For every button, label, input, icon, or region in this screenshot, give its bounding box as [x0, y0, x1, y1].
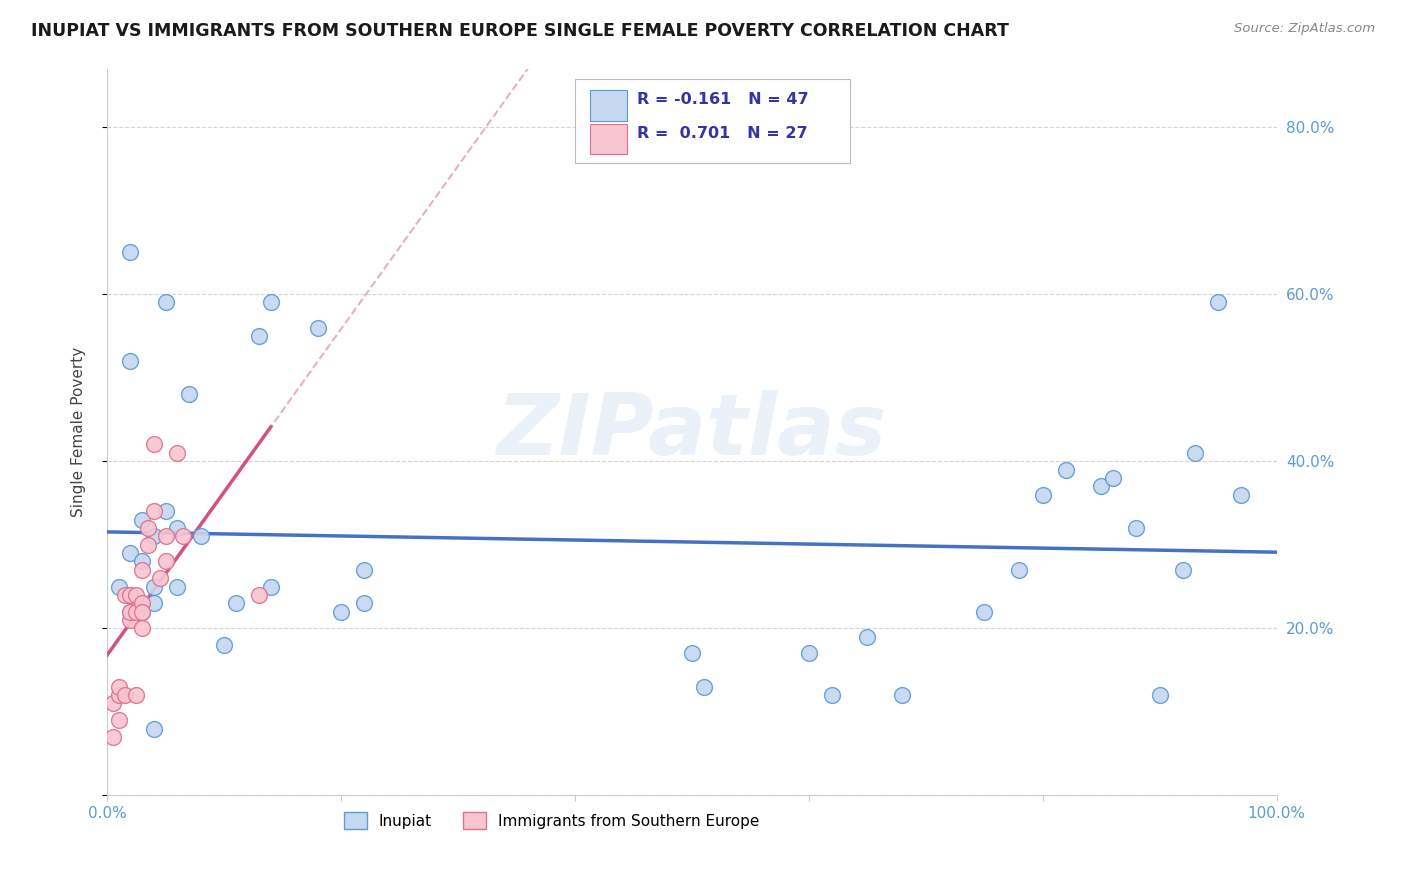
Point	[190, 529, 212, 543]
Point	[131, 621, 153, 635]
Text: Source: ZipAtlas.com: Source: ZipAtlas.com	[1234, 22, 1375, 36]
Point	[247, 329, 270, 343]
Point	[142, 437, 165, 451]
Point	[353, 596, 375, 610]
Point	[120, 588, 142, 602]
Point	[136, 521, 159, 535]
Point	[107, 688, 129, 702]
Point	[131, 605, 153, 619]
Point	[131, 563, 153, 577]
Point	[891, 688, 914, 702]
Point	[120, 605, 142, 619]
Point	[107, 713, 129, 727]
Point	[247, 588, 270, 602]
Point	[136, 538, 159, 552]
Point	[101, 697, 124, 711]
Point	[166, 580, 188, 594]
Point	[856, 630, 879, 644]
Point	[155, 504, 177, 518]
Point	[1149, 688, 1171, 702]
Point	[131, 596, 153, 610]
Point	[114, 688, 136, 702]
Point	[681, 646, 703, 660]
Point	[260, 580, 283, 594]
Point	[131, 596, 153, 610]
Text: R = -0.161   N = 47: R = -0.161 N = 47	[637, 92, 808, 107]
Point	[1206, 295, 1229, 310]
Point	[131, 554, 153, 568]
Text: R =  0.701   N = 27: R = 0.701 N = 27	[637, 126, 807, 141]
Point	[120, 546, 142, 560]
Point	[1184, 446, 1206, 460]
Point	[142, 596, 165, 610]
Legend: Inupiat, Immigrants from Southern Europe: Inupiat, Immigrants from Southern Europe	[337, 806, 765, 835]
Point	[149, 571, 172, 585]
Point	[212, 638, 235, 652]
Point	[330, 605, 353, 619]
Text: INUPIAT VS IMMIGRANTS FROM SOUTHERN EUROPE SINGLE FEMALE POVERTY CORRELATION CHA: INUPIAT VS IMMIGRANTS FROM SOUTHERN EURO…	[31, 22, 1010, 40]
Point	[177, 387, 200, 401]
Point	[225, 596, 247, 610]
Point	[125, 605, 148, 619]
Point	[120, 354, 142, 368]
Point	[120, 605, 142, 619]
Point	[172, 529, 194, 543]
Point	[114, 588, 136, 602]
Point	[797, 646, 820, 660]
Point	[155, 295, 177, 310]
Point	[131, 513, 153, 527]
Point	[142, 529, 165, 543]
Point	[1054, 462, 1077, 476]
Text: ZIPatlas: ZIPatlas	[496, 391, 887, 474]
Point	[120, 613, 142, 627]
Point	[107, 580, 129, 594]
Point	[125, 688, 148, 702]
Point	[166, 446, 188, 460]
FancyBboxPatch shape	[591, 124, 627, 154]
Point	[821, 688, 844, 702]
Point	[107, 680, 129, 694]
Point	[1032, 488, 1054, 502]
Point	[155, 529, 177, 543]
Point	[120, 245, 142, 260]
Point	[142, 580, 165, 594]
Point	[131, 605, 153, 619]
Point	[101, 730, 124, 744]
Point	[142, 504, 165, 518]
Point	[353, 563, 375, 577]
Point	[120, 588, 142, 602]
Point	[1008, 563, 1031, 577]
Point	[1125, 521, 1147, 535]
FancyBboxPatch shape	[591, 90, 627, 120]
Y-axis label: Single Female Poverty: Single Female Poverty	[72, 347, 86, 517]
Point	[692, 680, 714, 694]
Point	[1230, 488, 1253, 502]
Point	[125, 588, 148, 602]
Point	[155, 554, 177, 568]
Point	[260, 295, 283, 310]
Point	[1171, 563, 1194, 577]
Point	[142, 722, 165, 736]
Point	[1090, 479, 1112, 493]
Point	[973, 605, 995, 619]
Point	[166, 521, 188, 535]
FancyBboxPatch shape	[575, 79, 849, 163]
Point	[307, 320, 329, 334]
Point	[1101, 471, 1123, 485]
